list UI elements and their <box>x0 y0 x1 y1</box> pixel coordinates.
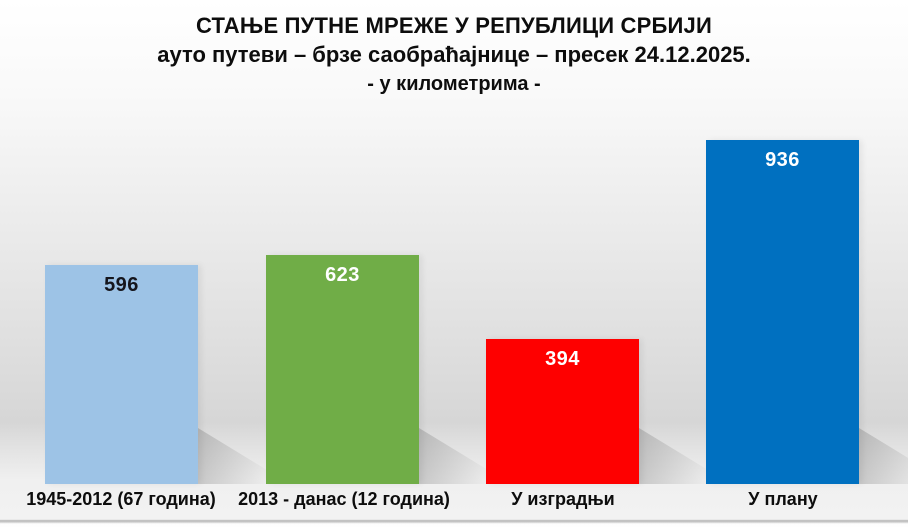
bar-value-label: 623 <box>325 264 360 286</box>
bar-3: 394 <box>486 339 639 484</box>
chart-subtitle: ауто путеви – брзе саобраћајнице – пресе… <box>157 42 751 67</box>
bar-2: 623 <box>266 255 419 484</box>
category-label: 1945-2012 (67 година) <box>26 489 216 509</box>
chart-units-label: - у километрима - <box>367 73 541 95</box>
category-label: У изградњи <box>511 489 615 509</box>
bar-4: 936 <box>706 140 859 484</box>
category-label: 2013 - данас (12 година) <box>238 489 450 509</box>
bar-1: 596 <box>45 265 198 484</box>
category-label: У плану <box>748 489 818 509</box>
chart-title-block: СТАЊЕ ПУТНЕ МРЕЖЕ У РЕПУБЛИЦИ СРБИЈИ аут… <box>0 11 908 99</box>
bar-value-label: 394 <box>545 348 580 370</box>
bar-value-label: 596 <box>104 274 139 296</box>
bar-value-label: 936 <box>765 149 800 171</box>
chart-title: СТАЊЕ ПУТНЕ МРЕЖЕ У РЕПУБЛИЦИ СРБИЈИ <box>196 13 712 38</box>
